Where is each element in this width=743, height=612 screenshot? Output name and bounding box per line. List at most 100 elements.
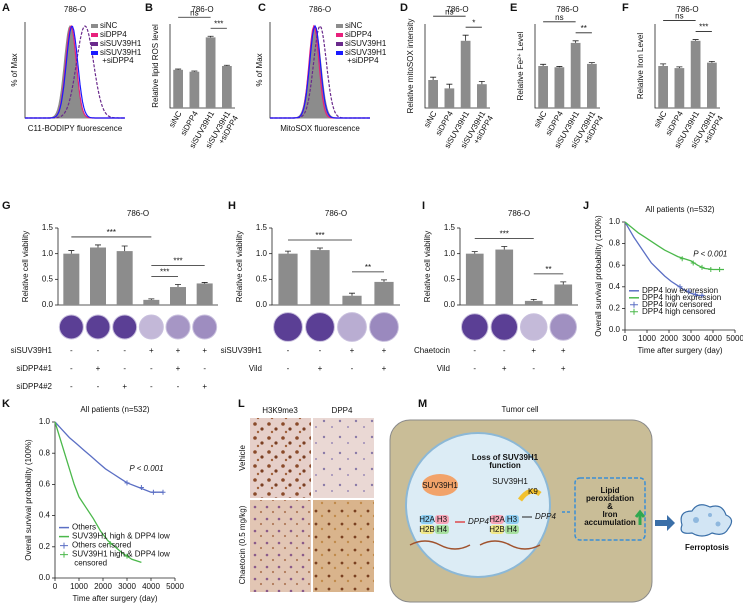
panel-letter: B [145,2,153,14]
legend-label: DPP4 low censored [642,300,712,309]
error-bar [560,281,567,285]
histology-image [313,500,374,592]
bar [524,300,543,305]
histogram-curve [25,25,125,119]
effect-label: & [607,502,613,511]
significance-label: ns [445,7,453,16]
x-tick-label: 2000 [94,582,112,591]
condition-sign: - [70,364,73,373]
panel-letter: I [422,200,425,212]
colony-well [138,314,164,340]
chart-title: 786-O [64,5,86,14]
enzyme [422,474,458,496]
condition-label: Vild [437,364,450,373]
condition-sign: + [531,346,536,355]
bar [116,251,133,305]
bar [658,66,668,108]
condition-sign: + [561,346,566,355]
survival-curve [624,221,705,297]
y-axis-label: Overall survival probability (100%) [24,439,33,561]
chart-title: 786-O [325,209,347,218]
error-bar [349,292,355,296]
bar [554,284,573,305]
condition-label: Chaetocin [414,346,450,355]
x-tick-label: siNC [167,109,184,129]
censor-mark [160,489,166,495]
bar [674,68,685,108]
y-tick-label: 0.0 [39,573,51,582]
error-bar [381,279,387,282]
x-axis-label: Time after surgery (day) [637,346,722,355]
survival-curve [54,421,142,564]
chart-title: 786-O [127,209,149,218]
chart-title: 786-O [508,209,530,218]
error-bar [201,282,208,284]
legend-swatch [336,51,343,55]
bar [196,283,213,305]
y-tick-label: 0.0 [444,300,456,309]
enzyme-label: SUV39H1 [422,481,458,490]
legend-swatch [60,551,68,558]
histone-tail [517,488,542,502]
y-tick-label: 0.0 [42,300,54,309]
legend-label: siSUV39H1 +siDPP4 [100,48,142,65]
error-bar [285,250,291,254]
x-tick-label: 1000 [70,582,88,591]
significance-label: ** [545,265,551,274]
error-bar [191,70,198,72]
effect-label: accumulation [584,518,636,527]
legend-swatch [336,24,343,28]
condition-sign: - [150,364,153,373]
bar [205,37,216,109]
panel-letter: E [510,2,517,14]
condition-label: siSUV39H1 [11,346,53,355]
censor-mark [679,256,685,262]
condition-label: siSUV39H1 [221,346,263,355]
error-bar [207,35,214,38]
histone: H3 [437,515,448,524]
y-axis-label: Relative Iron Level [636,33,645,99]
x-tick-label: 0 [53,582,58,591]
legend-label: siSUV39H1 [345,39,387,48]
significance-label: ns [555,13,563,22]
chart-title: 786-O [676,5,698,14]
x-tick-label: 5000 [726,334,743,343]
legend-label: Others [72,523,96,532]
arrow-up [634,509,646,525]
condition-sign: + [176,364,181,373]
condition-sign: - [503,346,506,355]
condition-sign: - [70,382,73,391]
y-tick-label: 1.5 [42,223,54,232]
histology-image [250,500,311,592]
error-bar [462,34,469,41]
legend-swatch [630,301,638,308]
colony-well [337,312,367,342]
significance-label: *** [315,231,324,240]
diagram-heading: function [489,461,521,470]
y-axis-label: Relative cell viability [423,231,432,303]
legend-label: Others censored [72,541,131,550]
censor-mark [699,292,705,298]
condition-sign: + [382,346,387,355]
condition-sign: + [202,382,207,391]
error-bar [660,63,667,66]
histone: H3 [507,515,518,524]
axis [57,228,218,306]
error-bar [588,62,595,64]
error-bar [175,284,181,288]
histogram-curve [25,25,125,119]
histone: H2B [419,525,435,534]
condition-sign: + [202,346,207,355]
legend-swatch [91,33,98,37]
bar [538,66,548,108]
x-tick-label: 3000 [682,334,700,343]
row-label: Vehicle [238,445,247,471]
condition-sign: - [150,382,153,391]
bar [587,63,597,108]
condition-sign: - [473,364,476,373]
bar [460,40,471,108]
panel-letter: A [2,2,10,14]
censor-mark [124,480,130,486]
censor-mark [717,267,723,273]
